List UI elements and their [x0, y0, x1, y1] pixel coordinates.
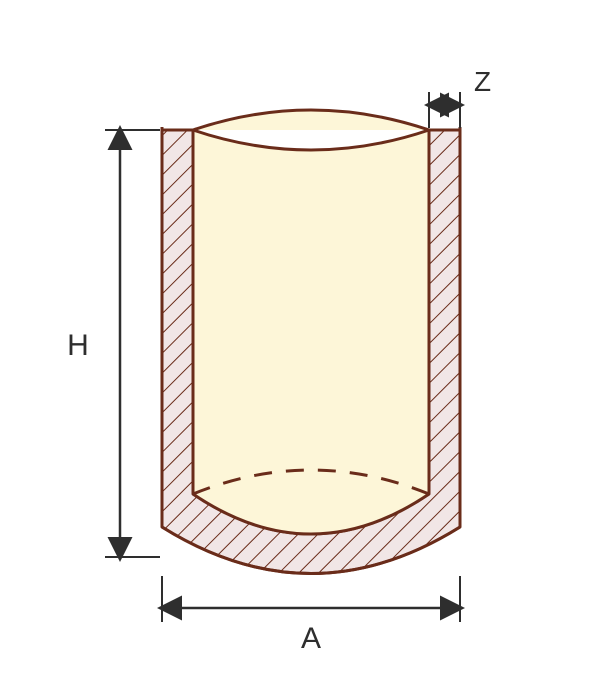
inner-cylinder [193, 110, 429, 534]
label-a: A [301, 622, 321, 655]
crucible-diagram: H A Z [0, 0, 596, 678]
dimension-z: Z [429, 66, 491, 128]
dimension-h: H [67, 130, 160, 557]
label-z: Z [474, 66, 491, 97]
dimension-a: A [162, 576, 460, 655]
label-h: H [67, 329, 89, 362]
